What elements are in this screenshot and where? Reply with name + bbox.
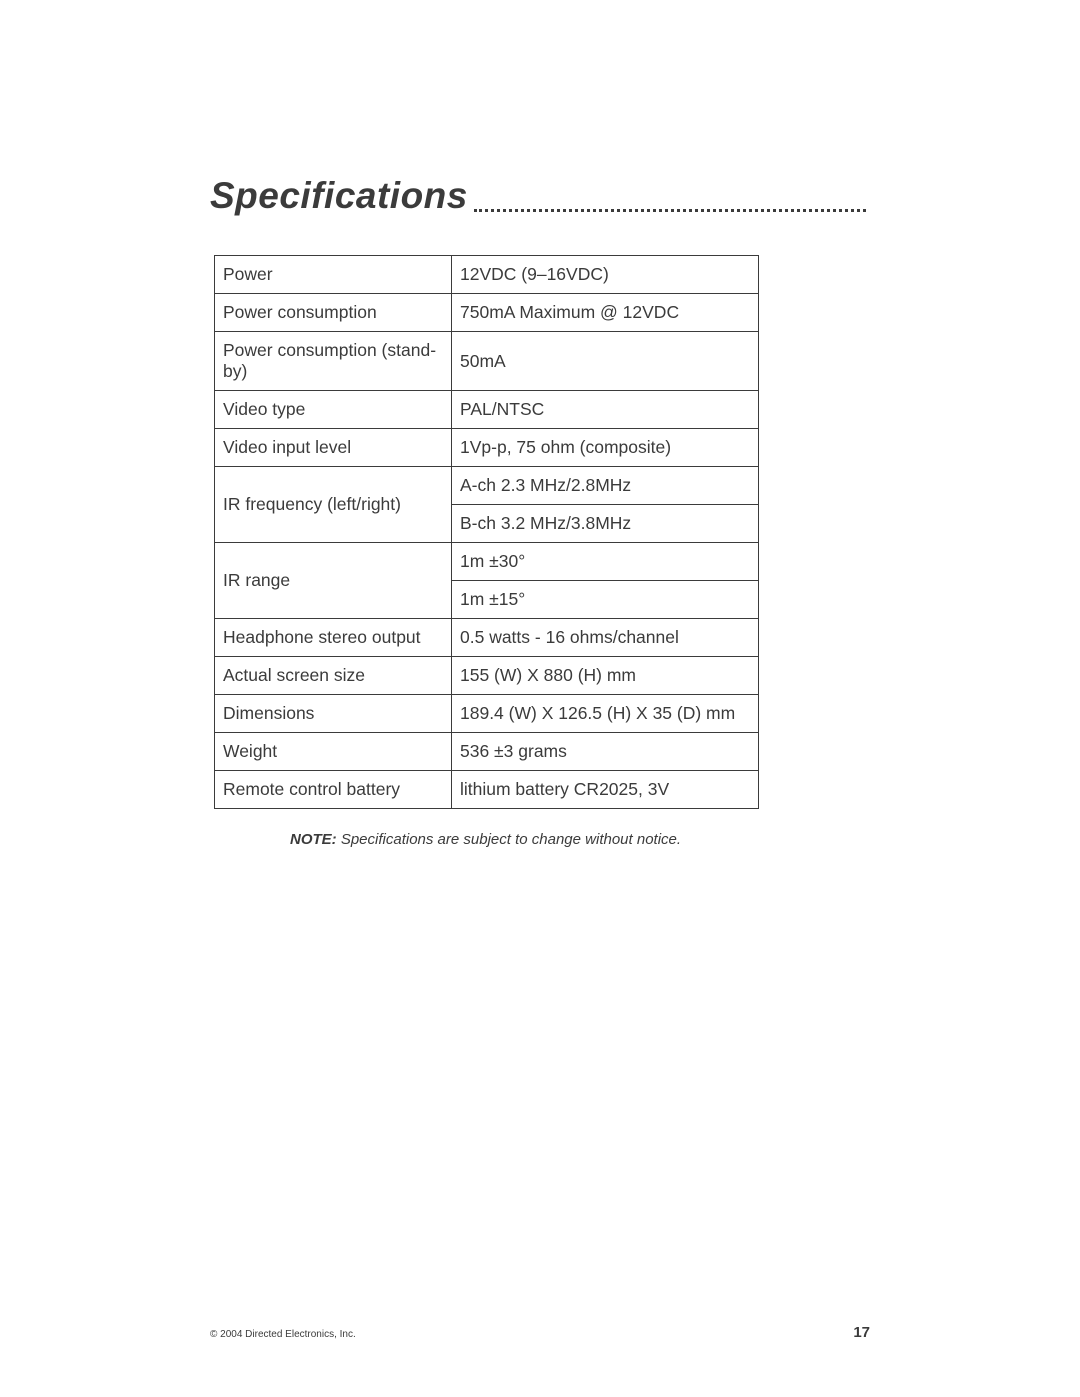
table-row: Remote control battery lithium battery C… — [215, 771, 759, 809]
spec-value: A-ch 2.3 MHz/2.8MHz — [452, 467, 759, 505]
spec-value: 189.4 (W) X 126.5 (H) X 35 (D) mm — [452, 695, 759, 733]
table-row: Power consumption (stand-by) 50mA — [215, 332, 759, 391]
table-row: IR range 1m ±30° — [215, 543, 759, 581]
table-row: Dimensions 189.4 (W) X 126.5 (H) X 35 (D… — [215, 695, 759, 733]
spec-label: IR frequency (left/right) — [215, 467, 452, 543]
spec-value: 1m ±30° — [452, 543, 759, 581]
spec-value: B-ch 3.2 MHz/3.8MHz — [452, 505, 759, 543]
note-line: NOTE: Specifications are subject to chan… — [290, 831, 880, 848]
spec-value: 1m ±15° — [452, 581, 759, 619]
page-title: Specifications — [210, 175, 474, 217]
title-dots — [474, 195, 866, 212]
note-label: NOTE: — [290, 831, 337, 848]
table-row: Power 12VDC (9–16VDC) — [215, 256, 759, 294]
specifications-table: Power 12VDC (9–16VDC) Power consumption … — [214, 255, 759, 809]
table-row: Power consumption 750mA Maximum @ 12VDC — [215, 294, 759, 332]
table-row: Video type PAL/NTSC — [215, 391, 759, 429]
spec-label: Power consumption (stand-by) — [215, 332, 452, 391]
spec-label: Dimensions — [215, 695, 452, 733]
spec-value: 155 (W) X 880 (H) mm — [452, 657, 759, 695]
spec-value: 12VDC (9–16VDC) — [452, 256, 759, 294]
spec-label: Remote control battery — [215, 771, 452, 809]
copyright-text: © 2004 Directed Electronics, Inc. — [210, 1329, 356, 1340]
spec-value: 750mA Maximum @ 12VDC — [452, 294, 759, 332]
spec-label: Power consumption — [215, 294, 452, 332]
spec-label: Power — [215, 256, 452, 294]
spec-label: Actual screen size — [215, 657, 452, 695]
spec-value: PAL/NTSC — [452, 391, 759, 429]
page-number: 17 — [853, 1324, 870, 1341]
table-row: Actual screen size 155 (W) X 880 (H) mm — [215, 657, 759, 695]
spec-label: Weight — [215, 733, 452, 771]
table-row: Headphone stereo output 0.5 watts - 16 o… — [215, 619, 759, 657]
spec-value: lithium battery CR2025, 3V — [452, 771, 759, 809]
spec-value: 536 ±3 grams — [452, 733, 759, 771]
spec-value: 1Vp-p, 75 ohm (composite) — [452, 429, 759, 467]
page-footer: © 2004 Directed Electronics, Inc. 17 — [210, 1324, 870, 1341]
spec-label: Video type — [215, 391, 452, 429]
table-row: IR frequency (left/right) A-ch 2.3 MHz/2… — [215, 467, 759, 505]
spec-label: IR range — [215, 543, 452, 619]
table-row: Weight 536 ±3 grams — [215, 733, 759, 771]
table-row: Video input level 1Vp-p, 75 ohm (composi… — [215, 429, 759, 467]
note-text: Specifications are subject to change wit… — [337, 831, 681, 848]
spec-value: 0.5 watts - 16 ohms/channel — [452, 619, 759, 657]
spec-label: Video input level — [215, 429, 452, 467]
spec-label: Headphone stereo output — [215, 619, 452, 657]
spec-value: 50mA — [452, 332, 759, 391]
